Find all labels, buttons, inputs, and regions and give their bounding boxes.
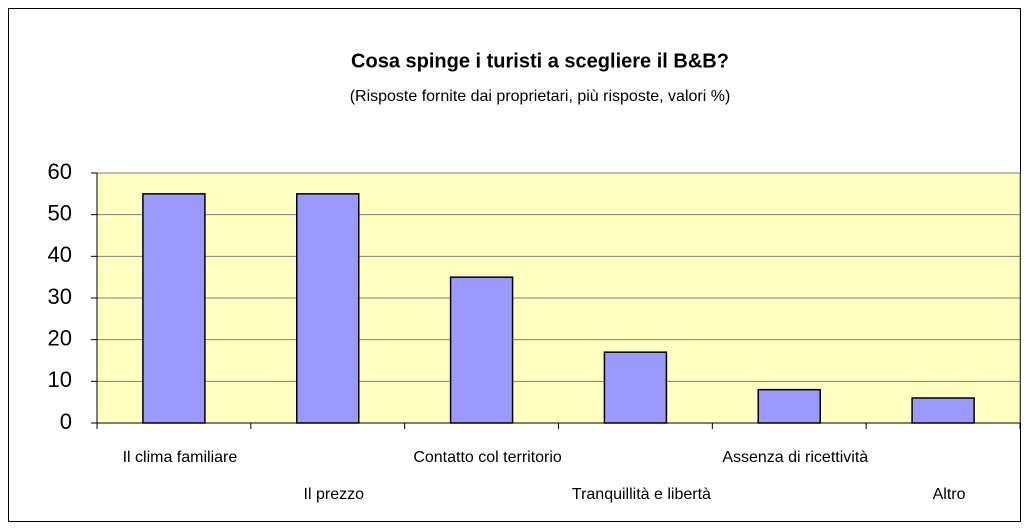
bar [911, 397, 975, 424]
x-tick-label: Assenza di ricettività [722, 449, 868, 466]
x-tick-label: Il prezzo [304, 486, 365, 503]
bar [603, 351, 668, 424]
y-tick-label: 10 [48, 367, 72, 392]
bar [449, 276, 514, 424]
x-tick-label: Tranquillità e libertà [572, 486, 711, 503]
y-tick-label: 0 [60, 409, 72, 434]
chart-subtitle: (Risposte fornite dai proprietari, più r… [350, 88, 731, 105]
bar [142, 193, 206, 424]
bar [757, 388, 821, 424]
bar [296, 193, 360, 424]
y-tick-label: 50 [48, 200, 72, 225]
x-tick-label: Il clima familiare [123, 449, 238, 466]
y-tick-label: 40 [48, 242, 72, 267]
y-tick-label: 30 [48, 284, 72, 309]
chart-title: Cosa spinge i turisti a scegliere il B&B… [351, 50, 729, 72]
x-tick-label: Contatto col territorio [413, 449, 562, 466]
x-tick-label: Altro [933, 486, 966, 503]
y-tick-label: 60 [48, 159, 72, 184]
y-tick-label: 20 [48, 325, 72, 350]
